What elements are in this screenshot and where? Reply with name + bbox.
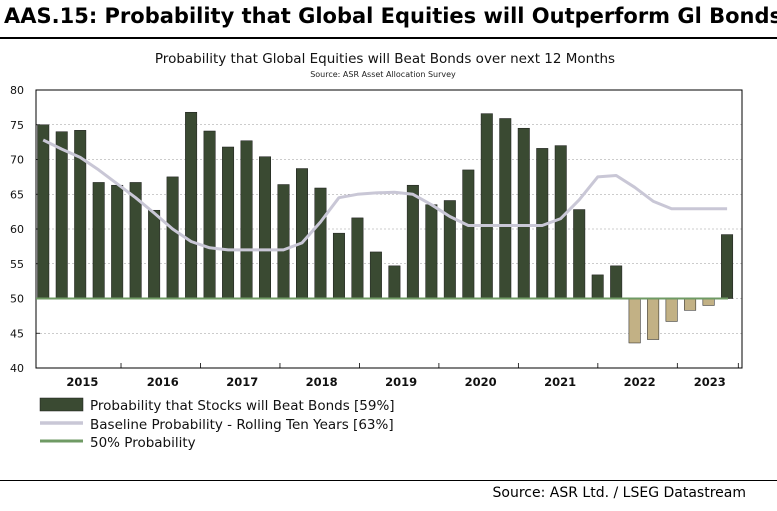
y-tick-label: 65 [10,188,24,201]
bar-series [37,111,734,344]
bar [480,113,493,299]
bar [665,298,678,322]
x-axis: 2015 2016 2017 2018 2019 2020 2021 2022 2023 [66,363,739,389]
page-title: AAS.15: Probability that Global Equities… [4,4,777,28]
title-rule [0,37,777,39]
bar [240,140,253,299]
x-tick-label: 2021 [544,375,576,389]
bar [628,298,641,344]
footer-rule [0,480,777,481]
x-tick-label: 2015 [66,375,98,389]
bar [684,298,697,311]
chart-subtitle: Source: ASR Asset Allocation Survey [310,70,456,79]
legend: Probability that Stocks will Beat Bonds … [39,397,395,451]
bar [554,145,567,299]
chart: Probability that Global Equities will Be… [10,51,743,451]
bar [388,265,401,299]
bar [332,232,345,299]
bar [166,176,179,299]
bar [499,118,512,299]
bar [222,146,235,299]
y-tick-label: 80 [10,84,24,97]
y-tick-label: 75 [10,119,24,132]
x-tick-label: 2016 [147,375,179,389]
y-tick-label: 40 [10,362,24,375]
bar [277,184,290,299]
bar [610,265,623,299]
bar [296,168,308,299]
bar [92,182,105,299]
baseline-probability-line [42,138,728,252]
legend-label: Probability that Stocks will Beat Bonds … [90,398,395,414]
bar [591,274,604,299]
bar [185,111,198,299]
y-tick-label: 45 [10,327,24,340]
y-axis: 40 45 50 55 60 65 70 75 80 [10,84,40,375]
bar [702,298,715,306]
y-tick-label: 70 [10,154,24,167]
x-tick-label: 2020 [465,375,497,389]
bar [369,251,382,299]
bar [148,209,161,299]
bar [425,204,438,299]
bar [111,184,124,299]
bar [573,209,586,299]
x-tick-label: 2018 [306,375,338,389]
bar [55,131,68,299]
x-tick-label: 2019 [385,375,417,389]
bar [37,124,50,299]
bar [314,187,327,299]
x-tick-label: 2023 [694,375,726,389]
bar [721,234,734,299]
bar [203,130,216,299]
legend-label: 50% Probability [90,435,196,451]
x-tick-label: 2022 [624,375,656,389]
bar [351,217,364,299]
y-tick-label: 55 [10,258,24,271]
bar [647,298,660,340]
source-note: Source: ASR Ltd. / LSEG Datastream [492,485,746,501]
bar [406,184,419,299]
bar [517,127,530,299]
legend-label: Baseline Probability - Rolling Ten Years… [90,417,394,433]
chart-title: Probability that Global Equities will Be… [155,51,615,67]
x-tick-label: 2017 [226,375,258,389]
legend-swatch-bars [39,397,84,412]
line-series [36,138,728,300]
bar [259,156,272,299]
y-tick-label: 50 [10,293,24,306]
bar [462,169,475,299]
y-tick-label: 60 [10,223,24,236]
